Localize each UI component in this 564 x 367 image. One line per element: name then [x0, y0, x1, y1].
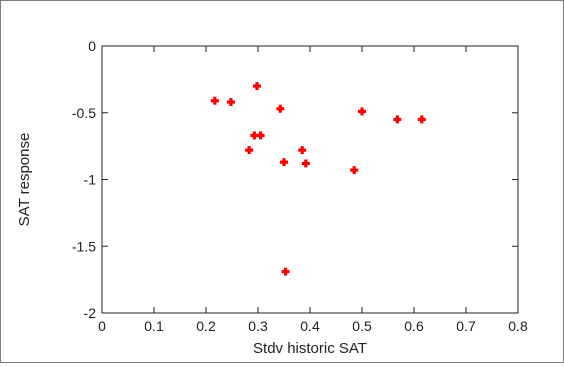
x-tick-label: 0	[98, 318, 106, 334]
y-tick-label: -0.5	[72, 105, 96, 121]
data-point	[250, 131, 259, 140]
data-point	[245, 146, 254, 155]
y-axis-label: SAT response	[16, 133, 33, 227]
data-point	[281, 267, 290, 276]
x-tick-label: 0.7	[456, 318, 476, 334]
data-point	[210, 96, 219, 105]
data-point	[298, 146, 307, 155]
data-points	[210, 82, 426, 276]
y-tick-label: -1.5	[72, 238, 96, 254]
data-point	[226, 98, 235, 107]
y-tick-label: 0	[88, 38, 96, 54]
data-point	[276, 104, 285, 113]
x-tick-label: 0.5	[352, 318, 372, 334]
y-tick-label: -2	[84, 305, 97, 321]
data-point	[393, 115, 402, 124]
tick-labels: 0 0.1 0.2 0.3 0.4 0.5 0.6 0.7 0.8 0 -0.5 -1 -1.5 -2	[72, 38, 528, 334]
x-tick-label: 0.3	[248, 318, 268, 334]
data-point	[417, 115, 426, 124]
x-tick-label: 0.1	[144, 318, 164, 334]
x-tick-label: 0.2	[196, 318, 216, 334]
data-point	[256, 131, 265, 140]
plot-area	[101, 45, 519, 314]
y-tick-label: -1	[84, 172, 97, 188]
x-tick-label: 0.8	[508, 318, 528, 334]
x-tick-label: 0.6	[404, 318, 424, 334]
data-point	[358, 107, 366, 116]
axis-ticks	[101, 45, 519, 314]
x-axis-label: Stdv historic SAT	[253, 340, 367, 357]
x-tick-label: 0.4	[300, 318, 320, 334]
data-point	[350, 166, 359, 175]
data-point	[280, 158, 288, 167]
data-point	[252, 82, 261, 91]
data-point	[301, 159, 310, 168]
